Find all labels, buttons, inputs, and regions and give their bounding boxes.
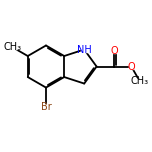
Text: O: O — [111, 46, 118, 56]
Bar — [42, 104, 50, 109]
Bar — [135, 79, 144, 83]
Bar — [113, 49, 116, 53]
Text: Br: Br — [41, 102, 51, 112]
Text: CH₃: CH₃ — [3, 42, 21, 52]
Bar — [129, 64, 133, 69]
Text: NH: NH — [77, 45, 92, 55]
Text: O: O — [128, 62, 135, 72]
Bar — [81, 47, 88, 52]
Text: CH₃: CH₃ — [131, 76, 149, 86]
Bar — [8, 45, 17, 49]
